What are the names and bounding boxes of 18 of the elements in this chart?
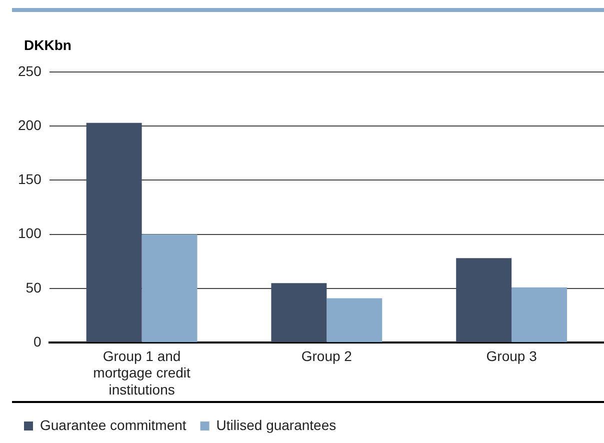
x-tick-label: Group 1 and mortgage credit institutions bbox=[93, 348, 191, 398]
y-tick-label: 250 bbox=[18, 62, 42, 79]
legend-label: Utilised guarantees bbox=[216, 416, 336, 433]
y-tick-label: 50 bbox=[26, 279, 42, 296]
bar bbox=[326, 298, 382, 342]
y-tick-label: 100 bbox=[18, 225, 42, 242]
y-tick-label: 200 bbox=[18, 116, 42, 133]
x-tick-label: Group 2 bbox=[301, 348, 352, 364]
x-tick-label: Group 3 bbox=[486, 348, 538, 364]
bar bbox=[271, 283, 327, 342]
y-tick-label: 0 bbox=[34, 333, 42, 350]
legend-label: Guarantee commitment bbox=[40, 416, 186, 433]
bar bbox=[456, 258, 512, 342]
y-tick-label: 150 bbox=[18, 171, 42, 188]
y-axis-title: DKKbn bbox=[24, 37, 72, 53]
bar bbox=[142, 234, 198, 342]
bar bbox=[86, 122, 142, 342]
bar bbox=[512, 287, 568, 342]
